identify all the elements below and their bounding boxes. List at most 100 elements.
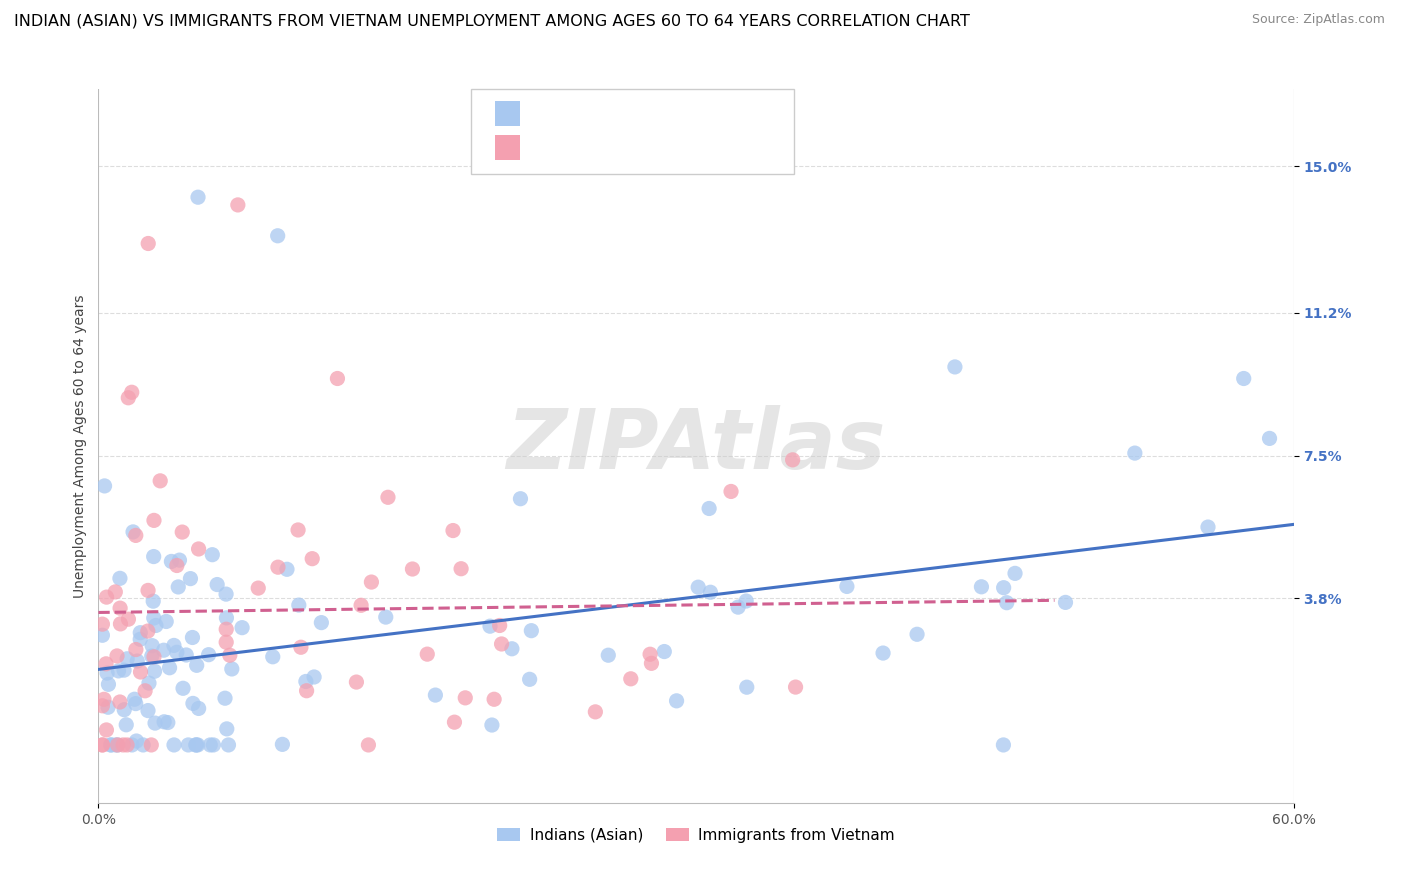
Point xyxy=(697,501,720,516)
Point xyxy=(583,705,606,719)
Point xyxy=(96,723,118,737)
Point xyxy=(132,738,155,752)
Point xyxy=(491,637,513,651)
Point xyxy=(152,643,174,657)
Point xyxy=(105,648,128,663)
Point xyxy=(290,640,312,655)
Point xyxy=(443,715,465,730)
Point xyxy=(201,548,224,562)
Point xyxy=(143,716,166,731)
Point xyxy=(735,680,758,694)
Point xyxy=(100,738,122,752)
Point xyxy=(835,579,858,593)
Point xyxy=(652,644,675,658)
Point xyxy=(91,617,114,632)
Point xyxy=(127,654,149,668)
Point xyxy=(520,624,543,638)
Point xyxy=(287,523,309,537)
Point xyxy=(159,661,181,675)
Point xyxy=(181,631,204,645)
Point xyxy=(357,738,380,752)
Point xyxy=(519,673,541,687)
Point xyxy=(401,562,423,576)
Point xyxy=(141,639,163,653)
Point xyxy=(108,571,131,585)
Point xyxy=(221,662,243,676)
Point xyxy=(267,228,290,243)
Point xyxy=(172,525,194,540)
Point xyxy=(311,615,333,630)
Point xyxy=(598,648,620,663)
Point xyxy=(416,647,439,661)
Point xyxy=(295,674,318,689)
Point xyxy=(107,664,129,678)
Point xyxy=(91,628,114,642)
Point xyxy=(142,594,165,608)
Point xyxy=(108,601,131,615)
Point xyxy=(138,676,160,690)
Text: INDIAN (ASIAN) VS IMMIGRANTS FROM VIETNAM UNEMPLOYMENT AMONG AGES 60 TO 64 YEARS: INDIAN (ASIAN) VS IMMIGRANTS FROM VIETNA… xyxy=(14,13,970,29)
Point xyxy=(136,236,159,251)
Point xyxy=(295,683,318,698)
Point xyxy=(482,692,505,706)
Text: R = 0.291   N = 60: R = 0.291 N = 60 xyxy=(531,140,688,154)
Point xyxy=(184,738,207,752)
Point xyxy=(117,391,139,405)
Point xyxy=(149,474,172,488)
Point xyxy=(215,587,238,601)
Point xyxy=(267,560,290,574)
Point xyxy=(699,585,721,599)
Point xyxy=(187,738,209,752)
Point xyxy=(665,694,688,708)
Point xyxy=(215,635,238,649)
Point xyxy=(217,738,239,752)
Point xyxy=(350,599,373,613)
Point xyxy=(231,621,253,635)
Point xyxy=(450,562,472,576)
Point xyxy=(727,600,749,615)
Point xyxy=(174,648,197,662)
Point xyxy=(735,594,758,608)
Point xyxy=(107,738,129,752)
Point xyxy=(117,612,139,626)
Point xyxy=(91,738,114,752)
Point xyxy=(104,585,127,599)
Point xyxy=(142,549,165,564)
Point xyxy=(93,479,115,493)
Point xyxy=(197,648,219,662)
Point xyxy=(166,645,188,659)
Point xyxy=(115,652,138,666)
Point xyxy=(186,658,208,673)
Point xyxy=(145,618,167,632)
Point xyxy=(454,690,477,705)
Point xyxy=(301,551,323,566)
Point xyxy=(688,580,710,594)
Point xyxy=(187,541,209,556)
Point xyxy=(344,675,367,690)
Point xyxy=(141,738,163,752)
Point xyxy=(143,649,166,664)
Point xyxy=(97,677,120,691)
Point xyxy=(153,714,176,729)
Point xyxy=(218,648,240,663)
Point xyxy=(96,590,118,604)
Point xyxy=(91,698,114,713)
Point xyxy=(184,738,207,752)
Point xyxy=(110,616,132,631)
Point xyxy=(121,738,143,752)
Point xyxy=(215,611,238,625)
Point xyxy=(177,738,200,752)
Point xyxy=(121,385,143,400)
Point xyxy=(425,688,447,702)
Point xyxy=(215,722,238,736)
Point xyxy=(187,701,209,715)
Point xyxy=(94,657,117,671)
Point xyxy=(143,513,166,527)
Point xyxy=(172,681,194,696)
Point xyxy=(125,697,148,711)
Point xyxy=(276,562,298,576)
Point xyxy=(1233,371,1256,385)
Point xyxy=(1197,520,1219,534)
Point xyxy=(1123,446,1146,460)
Point xyxy=(202,738,225,752)
